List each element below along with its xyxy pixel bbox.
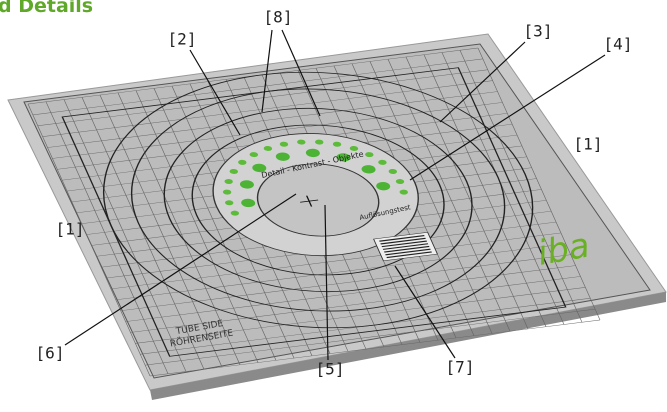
dot <box>275 152 290 161</box>
grid-line <box>45 101 169 374</box>
grid-line <box>117 92 241 365</box>
dot <box>315 139 324 145</box>
leader <box>261 29 273 113</box>
bar-pattern <box>385 248 431 256</box>
grid-line <box>99 94 223 368</box>
dot <box>263 145 273 151</box>
leader <box>409 54 606 181</box>
grid-line <box>63 99 187 372</box>
grid-line <box>135 90 259 363</box>
bar-pattern <box>380 237 426 245</box>
dot <box>238 159 247 165</box>
leader <box>324 204 329 361</box>
ring <box>130 88 506 312</box>
grid-line <box>405 56 529 330</box>
grid-line <box>369 61 493 334</box>
title: d Details <box>0 0 93 17</box>
grid-line <box>145 308 596 366</box>
callout: [1] <box>574 135 603 154</box>
grid-line <box>130 276 581 333</box>
dot <box>225 200 234 206</box>
bar-pattern <box>383 245 430 253</box>
dot <box>365 152 374 158</box>
leader-lines <box>64 29 606 361</box>
dot <box>399 189 408 195</box>
callout: [2] <box>168 30 197 49</box>
dot <box>376 181 391 191</box>
dot <box>361 165 376 174</box>
grid-line <box>387 59 511 332</box>
leader <box>281 29 321 117</box>
plate-pattern <box>27 47 601 377</box>
callout: [8] <box>264 8 293 27</box>
ring <box>163 107 473 293</box>
grid-line <box>149 319 601 377</box>
callout: [7] <box>446 358 475 377</box>
grid-line <box>52 102 503 159</box>
bar-pattern <box>381 240 428 248</box>
bar-pattern <box>386 251 432 259</box>
dot <box>336 153 351 162</box>
dot <box>332 141 342 147</box>
leader <box>439 41 526 123</box>
ring <box>102 71 534 329</box>
callout: [6] <box>36 344 65 363</box>
callout: [5] <box>316 360 345 379</box>
bar-pattern <box>382 243 429 250</box>
cross <box>306 195 313 207</box>
dot <box>378 159 387 165</box>
grid-line <box>477 47 601 321</box>
bar-pattern <box>379 235 425 242</box>
dot <box>305 148 320 158</box>
leader <box>394 265 456 359</box>
grid-line <box>32 58 483 116</box>
grid-line <box>120 254 571 311</box>
grid-line <box>125 265 576 322</box>
grid-line <box>47 91 498 148</box>
grid-line <box>423 54 547 327</box>
plate-edge <box>150 292 666 400</box>
grid-line <box>37 69 488 126</box>
callout: [1] <box>56 220 85 239</box>
dot <box>279 141 289 147</box>
dot <box>388 168 398 174</box>
dot <box>222 189 232 195</box>
grid-line <box>459 50 583 323</box>
dot <box>249 152 259 158</box>
dot <box>395 179 405 185</box>
grid-line <box>153 88 277 361</box>
grid-line <box>42 80 493 137</box>
callout: [3] <box>524 22 553 41</box>
dot <box>224 179 233 185</box>
ring <box>191 124 445 276</box>
grid-line <box>81 97 205 370</box>
dot <box>349 145 359 151</box>
grid-line <box>27 103 151 377</box>
leader <box>64 193 297 346</box>
logo: iba <box>535 225 593 273</box>
leader <box>189 49 241 136</box>
dot <box>239 180 254 189</box>
dot <box>241 198 256 208</box>
dot <box>230 210 240 216</box>
callout: [4] <box>604 35 633 54</box>
grid-line <box>115 243 566 301</box>
grid-line <box>110 232 562 290</box>
dot <box>297 139 306 145</box>
dot <box>252 163 267 173</box>
grid-line <box>135 287 586 344</box>
dot <box>229 168 238 174</box>
grid-line <box>441 52 565 325</box>
